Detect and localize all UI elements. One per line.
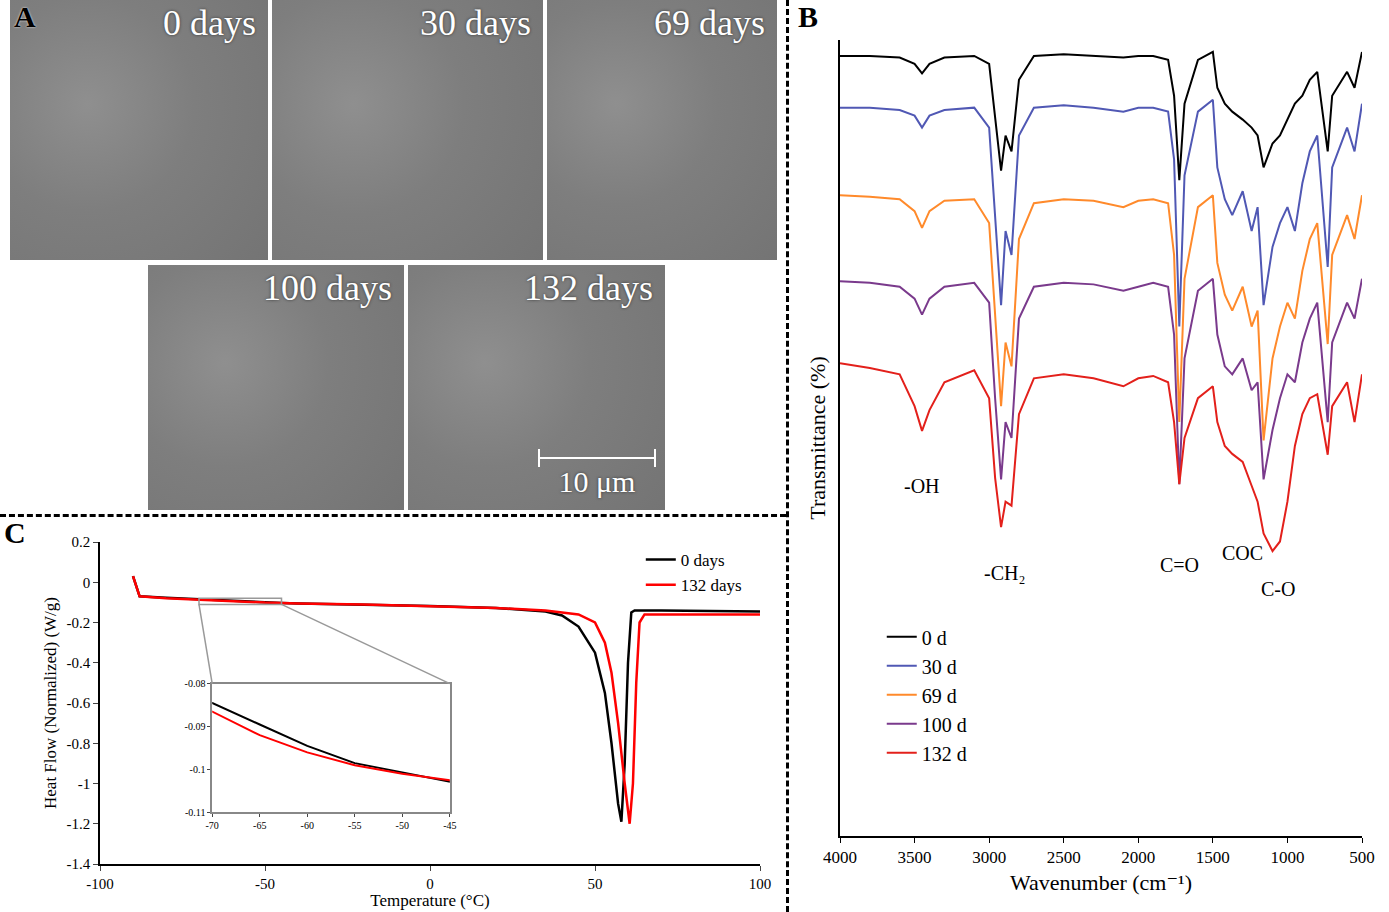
svg-text:-0.11: -0.11 (185, 807, 205, 818)
svg-text:-CH₂: -CH₂ (984, 562, 1025, 584)
svg-text:-1.4: -1.4 (67, 856, 91, 872)
svg-text:-60: -60 (301, 820, 314, 831)
svg-text:100: 100 (749, 876, 772, 892)
svg-text:1000: 1000 (1270, 848, 1304, 867)
svg-text:-0.1: -0.1 (190, 764, 206, 775)
svg-text:3000: 3000 (972, 848, 1006, 867)
svg-text:C=O: C=O (1160, 554, 1199, 576)
html-text:132 days: 132 days (524, 268, 653, 308)
svg-text:-50: -50 (255, 876, 275, 892)
svg-text:0: 0 (83, 575, 91, 591)
svg-text:-0.4: -0.4 (67, 655, 91, 671)
svg-text:100 d: 100 d (922, 714, 967, 736)
svg-text:132 days: 132 days (681, 576, 742, 595)
svg-text:Wavenumber (cm⁻¹): Wavenumber (cm⁻¹) (1010, 870, 1192, 895)
svg-text:-55: -55 (348, 820, 361, 831)
svg-text:69 d: 69 d (922, 685, 957, 707)
html-text:B: B (798, 0, 818, 33)
svg-text:Heat Flow (Normalized) (W/g): Heat Flow (Normalized) (W/g) (41, 597, 60, 809)
svg-text:30 d: 30 d (922, 656, 957, 678)
html-text:10 μm: 10 μm (558, 465, 636, 498)
svg-text:132 d: 132 d (922, 743, 967, 765)
svg-text:-0.09: -0.09 (185, 721, 206, 732)
svg-text:-0.8: -0.8 (67, 736, 91, 752)
svg-text:-OH: -OH (904, 475, 940, 497)
svg-text:-45: -45 (443, 820, 456, 831)
svg-text:1500: 1500 (1196, 848, 1230, 867)
svg-text:0 d: 0 d (922, 627, 947, 649)
svg-text:Transmittance (%): Transmittance (%) (805, 356, 830, 520)
svg-text:-0.08: -0.08 (185, 678, 206, 689)
svg-text:COC: COC (1222, 542, 1263, 564)
svg-text:0: 0 (426, 876, 434, 892)
html-text:30 days: 30 days (420, 3, 531, 43)
svg-text:500: 500 (1349, 848, 1375, 867)
html-text:A: A (14, 0, 36, 33)
svg-text:-1: -1 (78, 776, 91, 792)
svg-text:2500: 2500 (1047, 848, 1081, 867)
svg-text:0.2: 0.2 (72, 534, 91, 550)
html-text:100 days: 100 days (263, 268, 392, 308)
svg-text:-100: -100 (86, 876, 114, 892)
svg-text:3500: 3500 (898, 848, 932, 867)
svg-text:50: 50 (588, 876, 603, 892)
svg-text:-65: -65 (253, 820, 266, 831)
svg-text:2000: 2000 (1121, 848, 1155, 867)
svg-text:C-O: C-O (1261, 578, 1295, 600)
svg-text:-1.2: -1.2 (67, 816, 91, 832)
svg-text:-70: -70 (206, 820, 219, 831)
svg-text:-0.6: -0.6 (67, 695, 91, 711)
svg-text:Temperature (°C): Temperature (°C) (370, 891, 489, 910)
svg-text:-50: -50 (396, 820, 409, 831)
svg-text:0 days: 0 days (681, 551, 725, 570)
html-text:C: C (4, 516, 26, 549)
html-text:69 days: 69 days (654, 3, 765, 43)
svg-text:4000: 4000 (823, 848, 857, 867)
svg-text:-0.2: -0.2 (67, 615, 91, 631)
html-text:0 days: 0 days (163, 3, 256, 43)
